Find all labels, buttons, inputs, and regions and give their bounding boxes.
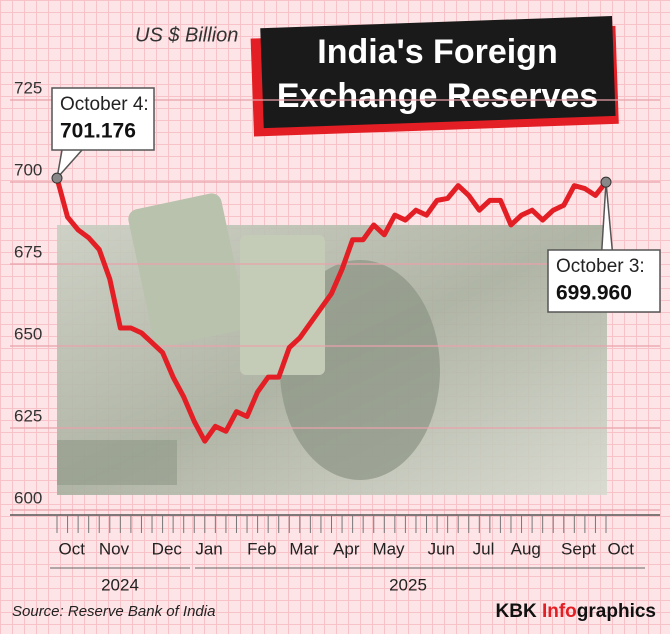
chart-title: India's Foreign Exchange Reserves	[276, 33, 599, 115]
source: Source: Reserve Bank of India	[12, 603, 215, 620]
y-tick-label: 625	[14, 406, 42, 425]
credit-part: KBK	[496, 601, 537, 622]
title-holder: India's Foreign Exchange Reserves	[276, 33, 599, 115]
x-tick-label: May	[372, 539, 405, 558]
x-tick-label: Jan	[195, 539, 222, 558]
year-label: 2024	[101, 575, 139, 594]
annotation: October 3:	[556, 256, 645, 277]
end-point	[600, 176, 612, 188]
credit-part: graphics	[577, 601, 656, 622]
callout-box	[51, 87, 155, 151]
x-tick-label: Jul	[473, 539, 495, 558]
x-tick-label: Apr	[333, 539, 360, 558]
x-tick-label: Oct	[59, 539, 86, 558]
credit-part: Info	[542, 601, 577, 622]
y-tick-label: 600	[14, 488, 42, 507]
x-tick-label: Feb	[247, 539, 276, 558]
money-illustration	[57, 193, 607, 495]
credit: KBK Infographics	[496, 601, 656, 622]
x-tick-label: Jun	[428, 539, 455, 558]
x-tick-label: Sept	[561, 539, 596, 558]
x-tick-label: Nov	[99, 539, 130, 558]
data-line	[54, 177, 608, 444]
y-tick-label: 650	[14, 324, 42, 343]
x-tick-label: Aug	[511, 539, 541, 558]
x-tick-label: Oct	[608, 539, 635, 558]
callout-box	[547, 249, 661, 313]
year-label: 2025	[389, 575, 427, 594]
y-axis-label: US $ Billion	[135, 24, 238, 46]
end-point	[51, 172, 63, 184]
callout-pointer	[55, 149, 83, 181]
y-tick-label: 725	[14, 78, 42, 97]
value-label: 699.960	[556, 282, 632, 305]
annotation: October 4:	[60, 94, 149, 115]
value-label: 701.176	[60, 120, 136, 143]
x-tick-label: Dec	[152, 539, 183, 558]
y-tick-label: 675	[14, 242, 42, 261]
y-tick-label: 700	[14, 160, 42, 179]
x-tick-label: Mar	[289, 539, 319, 558]
